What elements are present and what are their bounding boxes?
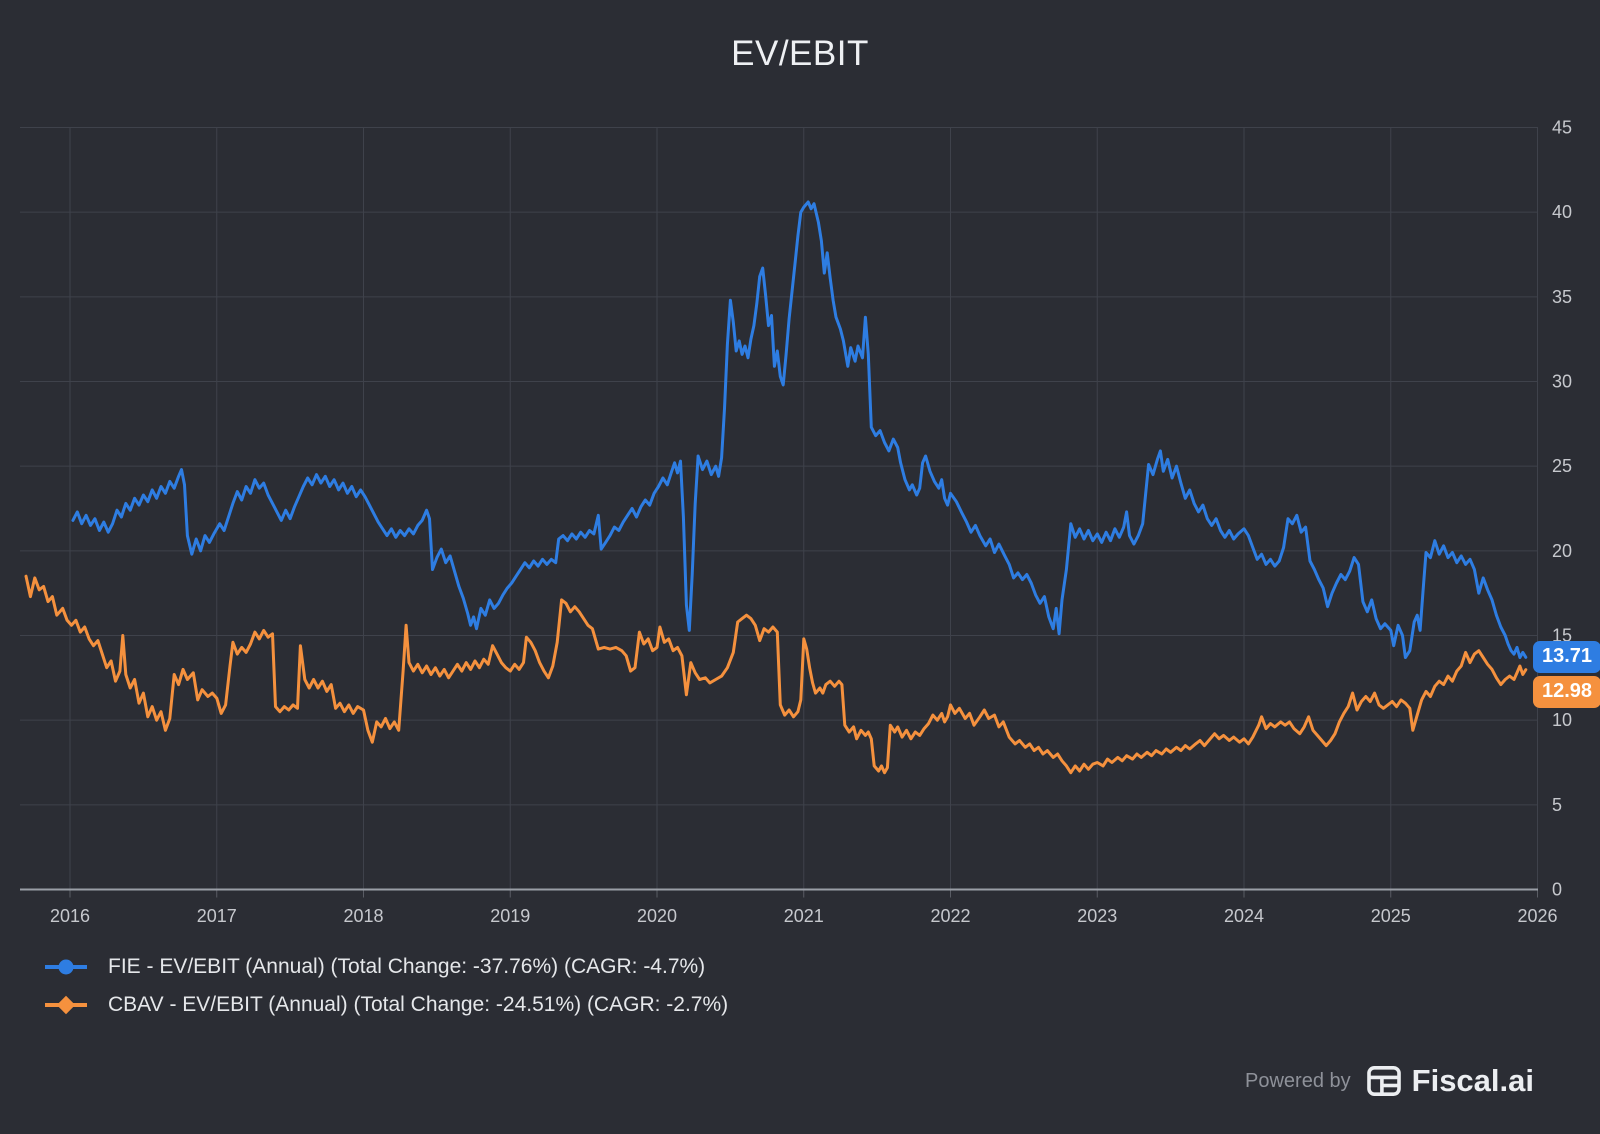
x-tick-label: 2026 [1517,906,1557,926]
fie-series-marker-icon [45,959,87,975]
powered-by-text: Powered by [1245,1069,1351,1092]
y-tick-label: 30 [1552,372,1572,392]
y-tick-label: 45 [1552,118,1572,138]
x-tick-label: 2022 [930,906,970,926]
x-tick-label: 2025 [1371,906,1411,926]
cbav-series-marker-icon [45,995,87,1015]
x-tick-label: 2024 [1224,906,1264,926]
x-tick-label: 2021 [784,906,824,926]
chart-title: EV/EBIT [731,34,869,73]
legend-item-fie[interactable]: FIE - EV/EBIT (Annual) (Total Change: -3… [44,948,728,986]
x-tick-label: 2016 [50,906,90,926]
y-tick-label: 5 [1552,795,1562,815]
y-tick-label: 35 [1552,287,1572,307]
y-tick-label: 40 [1552,202,1572,222]
x-tick-label: 2018 [343,906,383,926]
legend-label-fie: FIE - EV/EBIT (Annual) (Total Change: -3… [108,955,706,978]
footer-branding[interactable]: Powered by Fiscal.ai [1245,1058,1534,1104]
y-tick-label: 0 [1552,880,1562,900]
fiscal-brand-text: Fiscal.ai [1411,1063,1534,1098]
y-tick-label: 10 [1552,710,1572,730]
cbav-series-line [24,574,1528,775]
fie-value-badge: 13.71 [1533,641,1600,674]
y-tick-label: 15 [1552,626,1572,646]
legend-item-cbav[interactable]: CBAV - EV/EBIT (Annual) (Total Change: -… [44,986,728,1024]
x-tick-label: 2023 [1077,906,1117,926]
fie-series-line [71,200,1528,659]
cbav-value-badge: 12.98 [1533,676,1600,709]
chart-legend: FIE - EV/EBIT (Annual) (Total Change: -3… [44,948,728,1024]
y-tick-label: 20 [1552,541,1572,561]
y-tick-label: 25 [1552,456,1572,476]
fiscal-logo-icon [1366,1066,1401,1097]
x-tick-label: 2019 [490,906,530,926]
x-tick-label: 2020 [637,906,677,926]
legend-label-cbav: CBAV - EV/EBIT (Annual) (Total Change: -… [108,993,729,1016]
x-tick-label: 2017 [197,906,237,926]
